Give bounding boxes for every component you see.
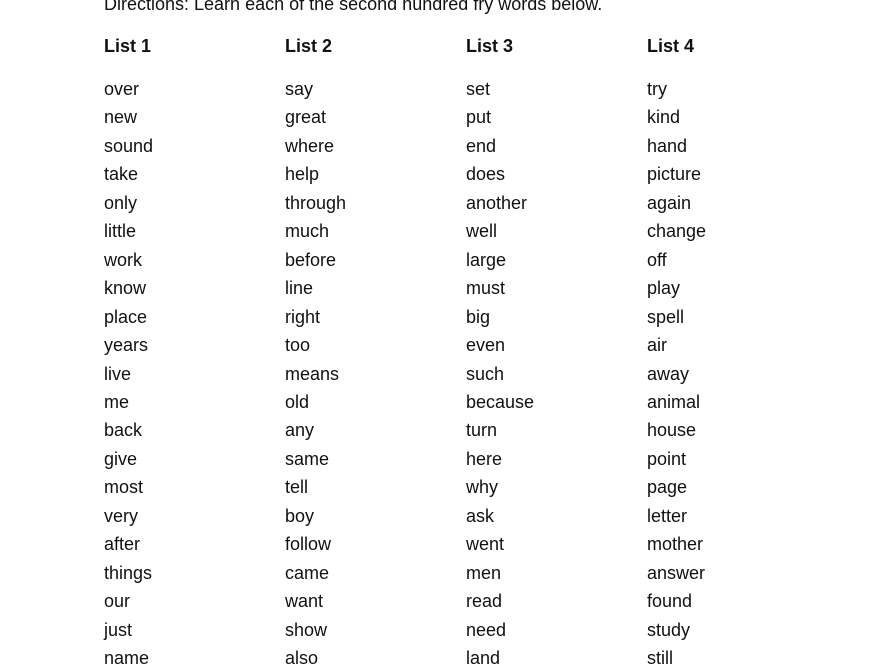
word: found — [647, 591, 693, 612]
word: same — [285, 448, 330, 469]
word: tell — [285, 477, 309, 498]
word: well — [466, 221, 498, 242]
word: another — [466, 192, 528, 213]
word: follow — [285, 534, 332, 555]
word: sound — [104, 135, 154, 156]
word: back — [104, 420, 143, 441]
word: away — [647, 363, 690, 384]
word: help — [285, 164, 320, 185]
word: work — [104, 249, 143, 270]
word: our — [104, 591, 131, 612]
word: put — [466, 107, 492, 128]
word: too — [285, 335, 311, 356]
word: through — [285, 192, 347, 213]
word: change — [647, 221, 707, 242]
word: picture — [647, 164, 702, 185]
word: here — [466, 448, 503, 469]
word: large — [466, 249, 507, 270]
word: big — [466, 306, 491, 327]
word: only — [104, 192, 138, 213]
word: spell — [647, 306, 685, 327]
word: know — [104, 278, 147, 299]
word: try — [647, 79, 667, 99]
word: answer — [647, 562, 706, 583]
word: name — [104, 648, 150, 668]
word: land — [466, 648, 501, 668]
word: study — [647, 619, 691, 640]
word: means — [285, 363, 340, 384]
word: animal — [647, 391, 701, 412]
word: give — [104, 448, 138, 469]
word: turn — [466, 420, 498, 441]
word: show — [285, 619, 328, 640]
word: new — [104, 107, 138, 128]
word: must — [466, 278, 506, 299]
list-heading: List 4 — [647, 36, 695, 56]
word: went — [466, 534, 505, 555]
word: page — [647, 477, 688, 498]
word: again — [647, 192, 692, 213]
list-heading: List 3 — [466, 36, 514, 56]
word: live — [104, 363, 132, 384]
word: very — [104, 505, 139, 526]
word: house — [647, 420, 697, 441]
word: years — [104, 335, 149, 356]
word: play — [647, 278, 681, 299]
word: where — [285, 135, 335, 156]
word: still — [647, 648, 673, 668]
word: say — [285, 79, 314, 99]
word: place — [104, 306, 148, 327]
word: also — [285, 648, 319, 668]
word: point — [647, 448, 687, 469]
word: why — [466, 477, 499, 498]
word: mother — [647, 534, 704, 555]
word: kind — [647, 107, 681, 128]
word: came — [285, 562, 330, 583]
word: boy — [285, 505, 315, 526]
word: just — [104, 619, 133, 640]
word: ask — [466, 505, 495, 526]
word: hand — [647, 135, 688, 156]
word: much — [285, 221, 330, 242]
word: end — [466, 135, 497, 156]
word: line — [285, 278, 314, 299]
word: before — [285, 249, 337, 270]
word: air — [647, 335, 668, 356]
word: because — [466, 391, 535, 412]
word: over — [104, 79, 140, 99]
word: read — [466, 591, 503, 612]
word: set — [466, 79, 491, 99]
list-heading: List 1 — [104, 36, 152, 56]
word: take — [104, 164, 139, 185]
word: most — [104, 477, 144, 498]
word: any — [285, 420, 315, 441]
word: even — [466, 335, 506, 356]
word: after — [104, 534, 141, 555]
word: right — [285, 306, 321, 327]
word: little — [104, 221, 137, 242]
word: old — [285, 391, 310, 412]
word: letter — [647, 505, 688, 526]
word: such — [466, 363, 505, 384]
word: want — [285, 591, 324, 612]
word: does — [466, 164, 506, 185]
word: things — [104, 562, 153, 583]
word: me — [104, 391, 130, 412]
list-heading: List 2 — [285, 36, 333, 56]
word: men — [466, 562, 502, 583]
word: off — [647, 249, 667, 270]
word: need — [466, 619, 507, 640]
word: great — [285, 107, 327, 128]
directions: Directions: Learn each of the second hun… — [104, 0, 603, 14]
